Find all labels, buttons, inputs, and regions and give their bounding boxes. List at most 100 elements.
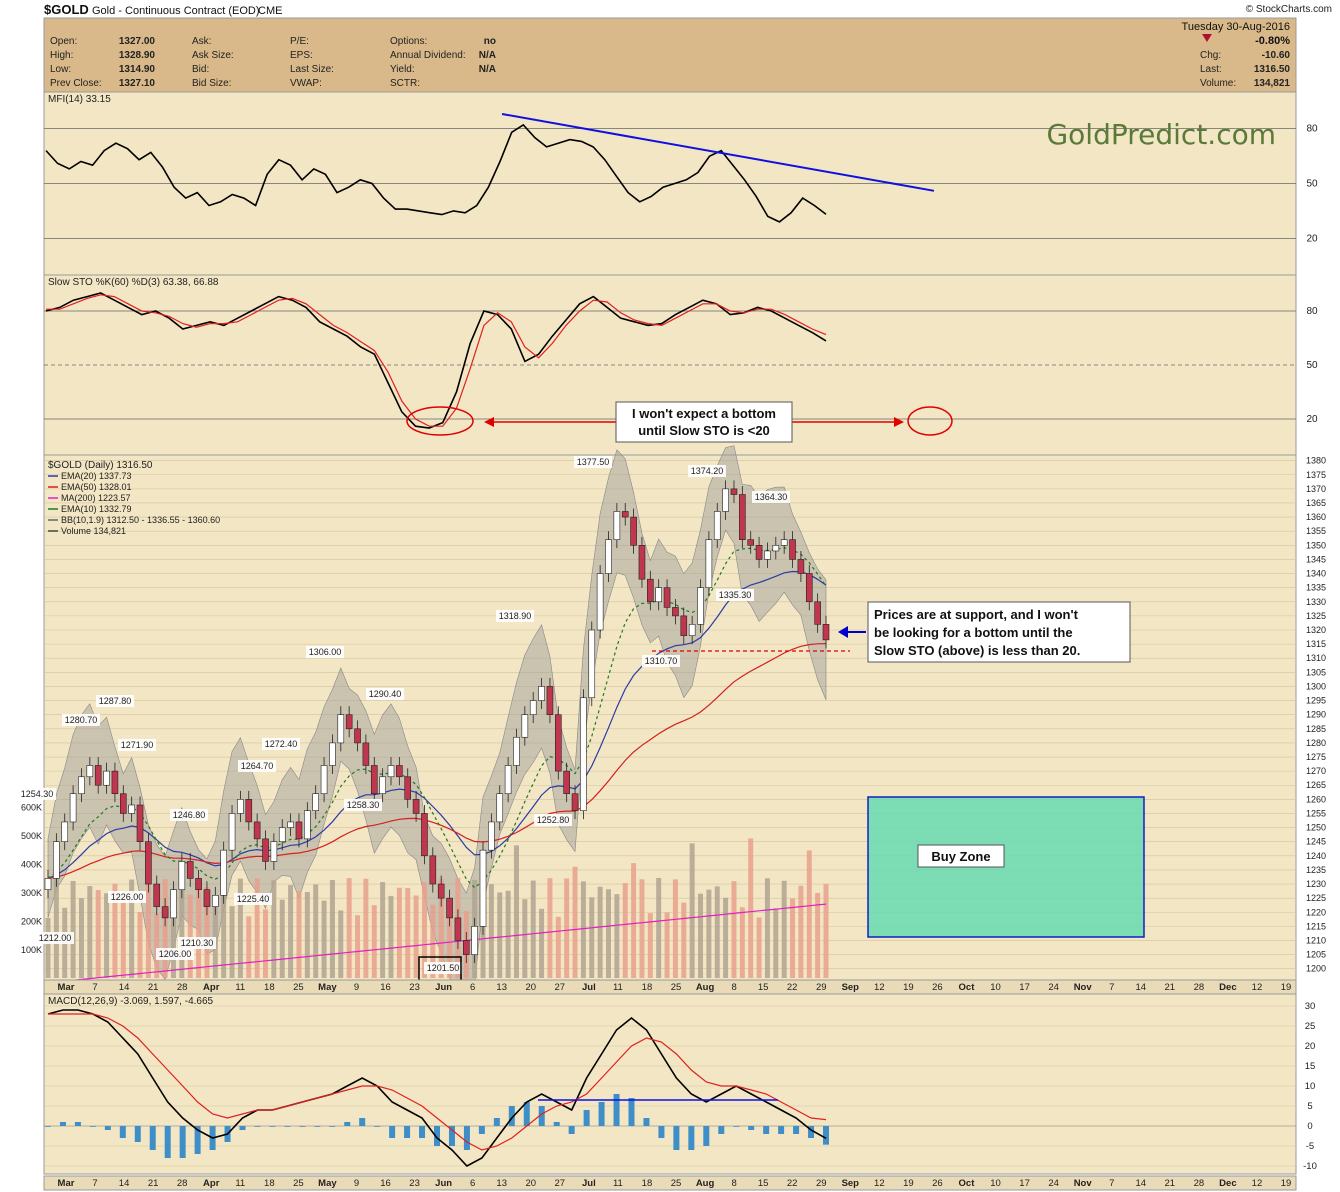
- price-label-bg: [234, 893, 272, 905]
- y-tick-label: 1245: [1306, 837, 1326, 847]
- y-tick-label: 1260: [1306, 794, 1326, 804]
- ema50-line: [47, 643, 827, 879]
- x-tick-label: 13: [496, 1178, 507, 1189]
- x-tick-label: 26: [932, 1178, 943, 1189]
- candle-body: [329, 742, 336, 766]
- price-label: 1226.00: [111, 892, 144, 902]
- candle-body: [571, 793, 579, 811]
- macd-histogram-bar: [493, 1118, 500, 1126]
- x-tick-label: Sep: [842, 1178, 860, 1189]
- panel-title: MACD(12,26,9) -3.069, 1.597, -4.665: [48, 996, 214, 1007]
- y-tick-label: 1270: [1306, 766, 1326, 776]
- x-tick-label: 22: [787, 982, 798, 993]
- watermark: GoldPredict.com: [1046, 118, 1276, 151]
- volume-bar: [723, 897, 729, 978]
- candle-body: [538, 686, 545, 701]
- macd-histogram-bar: [404, 1126, 411, 1138]
- macd-histogram-bar: [808, 1126, 815, 1138]
- x-tick-label: Jul: [582, 1178, 596, 1189]
- price-label: 1206.00: [159, 949, 192, 959]
- price-label: 1287.80: [99, 696, 132, 706]
- x-tick-label: 22: [787, 1178, 798, 1189]
- candle-body: [345, 714, 353, 730]
- volume-bar: [739, 907, 745, 978]
- candle-body: [755, 545, 763, 560]
- volume-bar: [246, 916, 252, 978]
- candle-body: [471, 926, 478, 955]
- candle-body: [437, 883, 445, 899]
- volume-bar: [179, 882, 185, 978]
- volume-bar: [798, 885, 804, 978]
- candle-body: [253, 821, 261, 840]
- candle-body: [195, 878, 202, 890]
- volume-bar: [522, 899, 528, 978]
- price-note-line2: be looking for a bottom until the: [874, 625, 1073, 640]
- y-tick-label: 1290: [1306, 710, 1326, 720]
- x-tick-label: 11: [235, 982, 245, 993]
- volume-bar: [689, 843, 695, 978]
- macd-histogram-bar: [344, 1122, 351, 1126]
- legend-entry: EMA(50) 1328.01: [61, 482, 132, 492]
- candle-body: [94, 765, 102, 786]
- x-tick-label: 11: [613, 1178, 623, 1189]
- volume-bar: [539, 908, 545, 978]
- quote-field-value: 1327.10: [119, 78, 156, 89]
- y-tick-label: 1265: [1306, 780, 1326, 790]
- macd-histogram-bar: [149, 1126, 156, 1150]
- x-tick-label: May: [318, 982, 337, 993]
- candle-body: [387, 765, 395, 778]
- volume-bar: [162, 879, 168, 978]
- macd-histogram-bar: [598, 1102, 605, 1126]
- x-tick-label: 28: [1194, 982, 1205, 993]
- buy-zone-box: [867, 796, 1145, 938]
- volume-bar: [497, 892, 503, 978]
- price-annotation: Prices are at support, and I won't be lo…: [838, 601, 1131, 663]
- mfi-panel: 20 50 80 MFI(14) 33.15: [43, 91, 1318, 276]
- volume-bar: [547, 878, 553, 978]
- x-tick-label: Oct: [959, 982, 976, 993]
- macd-histogram-bar: [673, 1126, 680, 1150]
- price-label: 1290.40: [369, 689, 402, 699]
- price-label: 1246.80: [173, 810, 206, 820]
- macd-histogram-bar: [359, 1118, 366, 1126]
- macd-histogram-bar: [419, 1126, 426, 1138]
- y-tick-label: 1380: [1306, 456, 1326, 466]
- y-tick-label: 1235: [1306, 865, 1326, 875]
- volume-bar: [329, 880, 335, 978]
- x-tick-label: 17: [1019, 1178, 1030, 1189]
- candle-body: [103, 770, 110, 786]
- volume-bar: [656, 878, 662, 978]
- y-tick-label: 1225: [1306, 893, 1326, 903]
- volume-bar: [363, 878, 369, 978]
- x-tick-label: 18: [642, 982, 653, 993]
- x-tick-label: Mar: [58, 982, 75, 993]
- volume-bar: [112, 883, 118, 978]
- y-tick-label: 20: [1306, 233, 1318, 244]
- candle-body: [320, 765, 328, 795]
- quote-field-value: 1314.90: [119, 64, 156, 75]
- macd-histogram-bar: [89, 1126, 96, 1127]
- y-tick-label: 20: [1305, 1041, 1316, 1052]
- quote-field-label: VWAP:: [290, 78, 322, 89]
- candle-body: [228, 813, 236, 851]
- volume-bar: [145, 878, 151, 978]
- volume-bar: [647, 913, 653, 978]
- candle-body: [220, 849, 227, 896]
- y-tick-label: 1285: [1306, 724, 1326, 734]
- volume-bar: [681, 902, 687, 978]
- quote-field-label: Chg:: [1200, 50, 1221, 61]
- candle-body: [237, 799, 244, 814]
- macd-histogram-bar: [329, 1126, 336, 1127]
- x-tick-label: 7: [92, 1178, 97, 1189]
- candle-body: [396, 765, 403, 778]
- panel-title: MFI(14) 33.15: [48, 94, 111, 105]
- price-label: 1212.00: [39, 933, 72, 943]
- volume-bar: [815, 892, 821, 978]
- y-tick-label: 1230: [1306, 879, 1326, 889]
- volume-bar: [388, 895, 394, 978]
- candle-body: [479, 849, 487, 927]
- x-tick-label: 7: [92, 982, 97, 993]
- price-label-bg: [262, 738, 300, 750]
- series-line-2: [46, 294, 827, 427]
